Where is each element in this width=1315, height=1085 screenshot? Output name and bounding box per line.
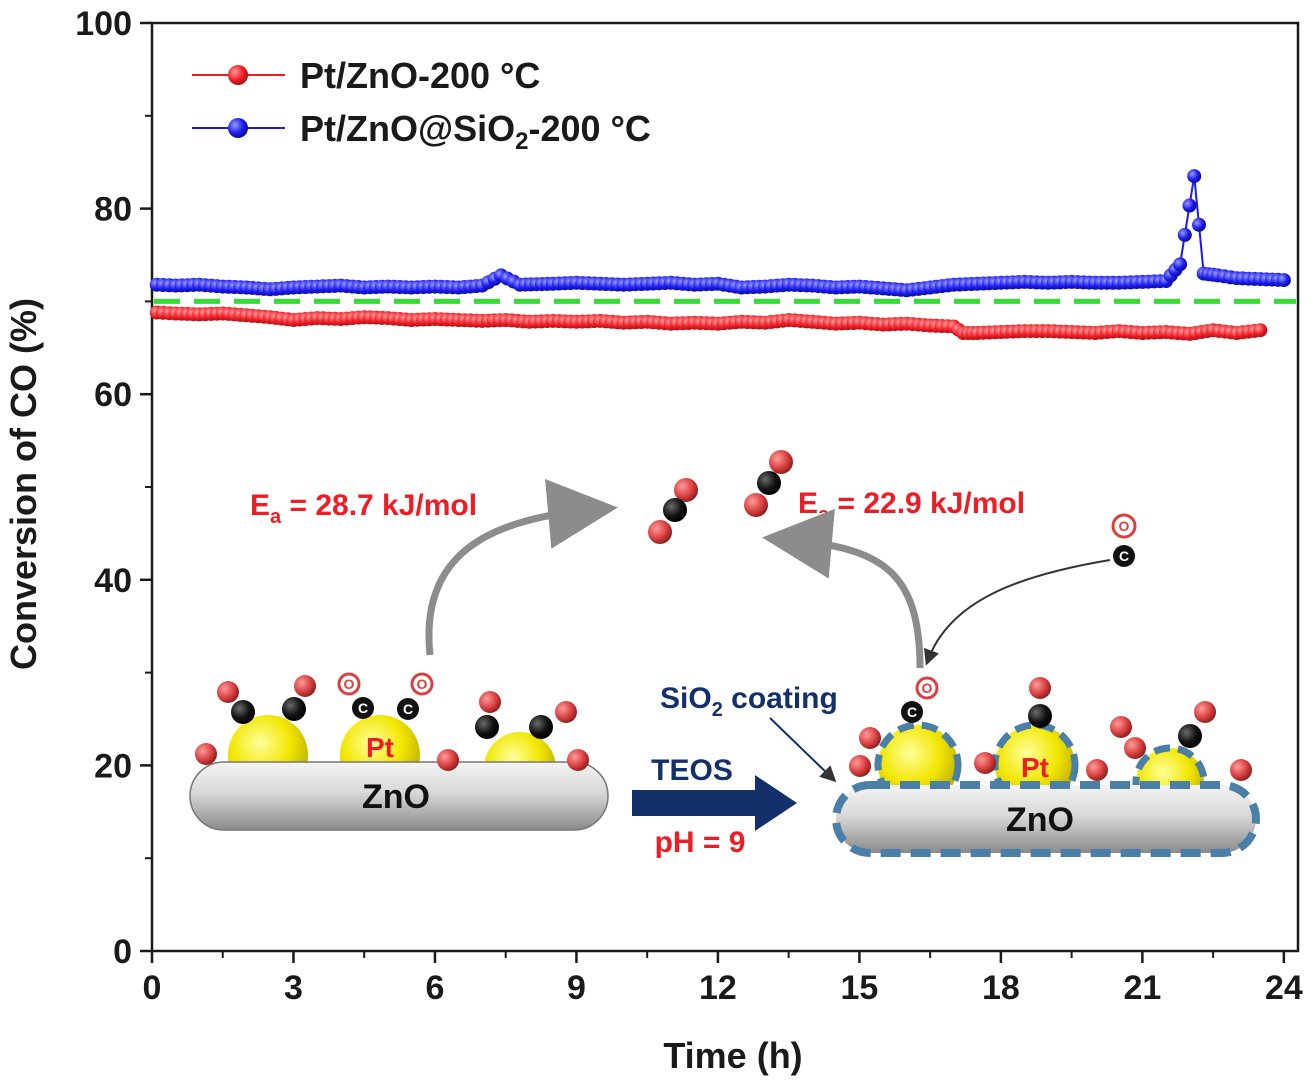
zno-rod-left [189, 761, 609, 831]
series-0 [149, 305, 1268, 341]
right-reaction-arrow [762, 508, 924, 669]
svg-text:C: C [1119, 548, 1129, 564]
co-adsorption-arrow [923, 559, 1111, 666]
y-tick-label: 100 [75, 5, 132, 43]
svg-text:C: C [907, 704, 917, 720]
data-point [1192, 217, 1206, 232]
ph-label: pH = 9 [655, 826, 746, 859]
x-tick-label: 6 [426, 969, 445, 1007]
x-tick-label: 0 [143, 969, 162, 1007]
pt-label-left: Pt [366, 732, 394, 763]
x-tick-label: 21 [1123, 969, 1161, 1007]
svg-text:O: O [922, 680, 933, 696]
series-1 [149, 169, 1291, 298]
teos-label: TEOS [651, 754, 733, 787]
legend-marker-pt-zno-sio2 [228, 118, 248, 138]
x-tick-label: 3 [284, 969, 303, 1007]
activation-energy-left: Ea = 28.7 kJ/mol [250, 489, 477, 528]
reaction-schematic: Ea = 28.7 kJ/mol Ea = 22.9 kJ/mol O C [189, 450, 1260, 859]
legend-label-pt-zno: Pt/ZnO-200 °C [300, 55, 540, 96]
legend-marker-pt-zno [228, 65, 248, 85]
x-tick-label: 24 [1265, 969, 1303, 1007]
x-tick-label: 12 [699, 969, 737, 1007]
data-point [1276, 273, 1291, 288]
axes: 0 3 6 9 12 15 18 21 24 0 20 40 60 80 100 [75, 5, 1303, 1007]
activation-energy-right: Ea = 22.9 kJ/mol [798, 487, 1025, 526]
y-tick-label: 40 [94, 562, 132, 600]
y-tick-label: 20 [94, 747, 132, 785]
left-reaction-arrow [425, 478, 618, 656]
x-tick-label: 9 [567, 969, 586, 1007]
data-point [1253, 323, 1268, 338]
y-tick-label: 0 [113, 933, 132, 971]
teos-transformation-arrow: TEOS pH = 9 [632, 754, 797, 859]
x-tick-label: 18 [982, 969, 1020, 1007]
pt-label-right: Pt [1021, 752, 1049, 783]
data-point [1182, 198, 1197, 213]
data-point [1187, 169, 1202, 184]
svg-text:O: O [1119, 518, 1130, 534]
svg-text:C: C [358, 700, 368, 716]
series-line [156, 175, 1284, 292]
y-axis-title: Conversion of CO (%) [3, 298, 44, 670]
zno-label-left: ZnO [362, 778, 430, 816]
co2-molecule-2 [744, 450, 793, 517]
svg-text:C: C [403, 701, 413, 717]
y-tick-label: 60 [94, 376, 132, 414]
x-tick-label: 15 [840, 969, 878, 1007]
pt-zno-sio2-rod: ZnO Pt O C [832, 676, 1260, 857]
legend: Pt/ZnO-200 °C Pt/ZnO@SiO2-200 °C [192, 55, 651, 155]
y-tick-label: 80 [94, 191, 132, 229]
data-point [1173, 257, 1188, 272]
pt-zno-rod: ZnO Pt O C O C [189, 672, 609, 831]
svg-text:O: O [344, 676, 355, 692]
svg-text:O: O [417, 676, 428, 692]
x-axis-title: Time (h) [663, 1035, 802, 1076]
zno-label-right: ZnO [1006, 801, 1074, 839]
zno-rod-coated [832, 781, 1260, 857]
legend-label-pt-zno-sio2: Pt/ZnO@SiO2-200 °C [300, 108, 651, 155]
co-molecule-free: O C [1111, 513, 1137, 567]
series-layer [149, 169, 1291, 341]
sio2-coating-label: SiO2 coating [660, 682, 838, 721]
co2-molecule-1 [648, 478, 698, 544]
data-point [1177, 227, 1192, 242]
